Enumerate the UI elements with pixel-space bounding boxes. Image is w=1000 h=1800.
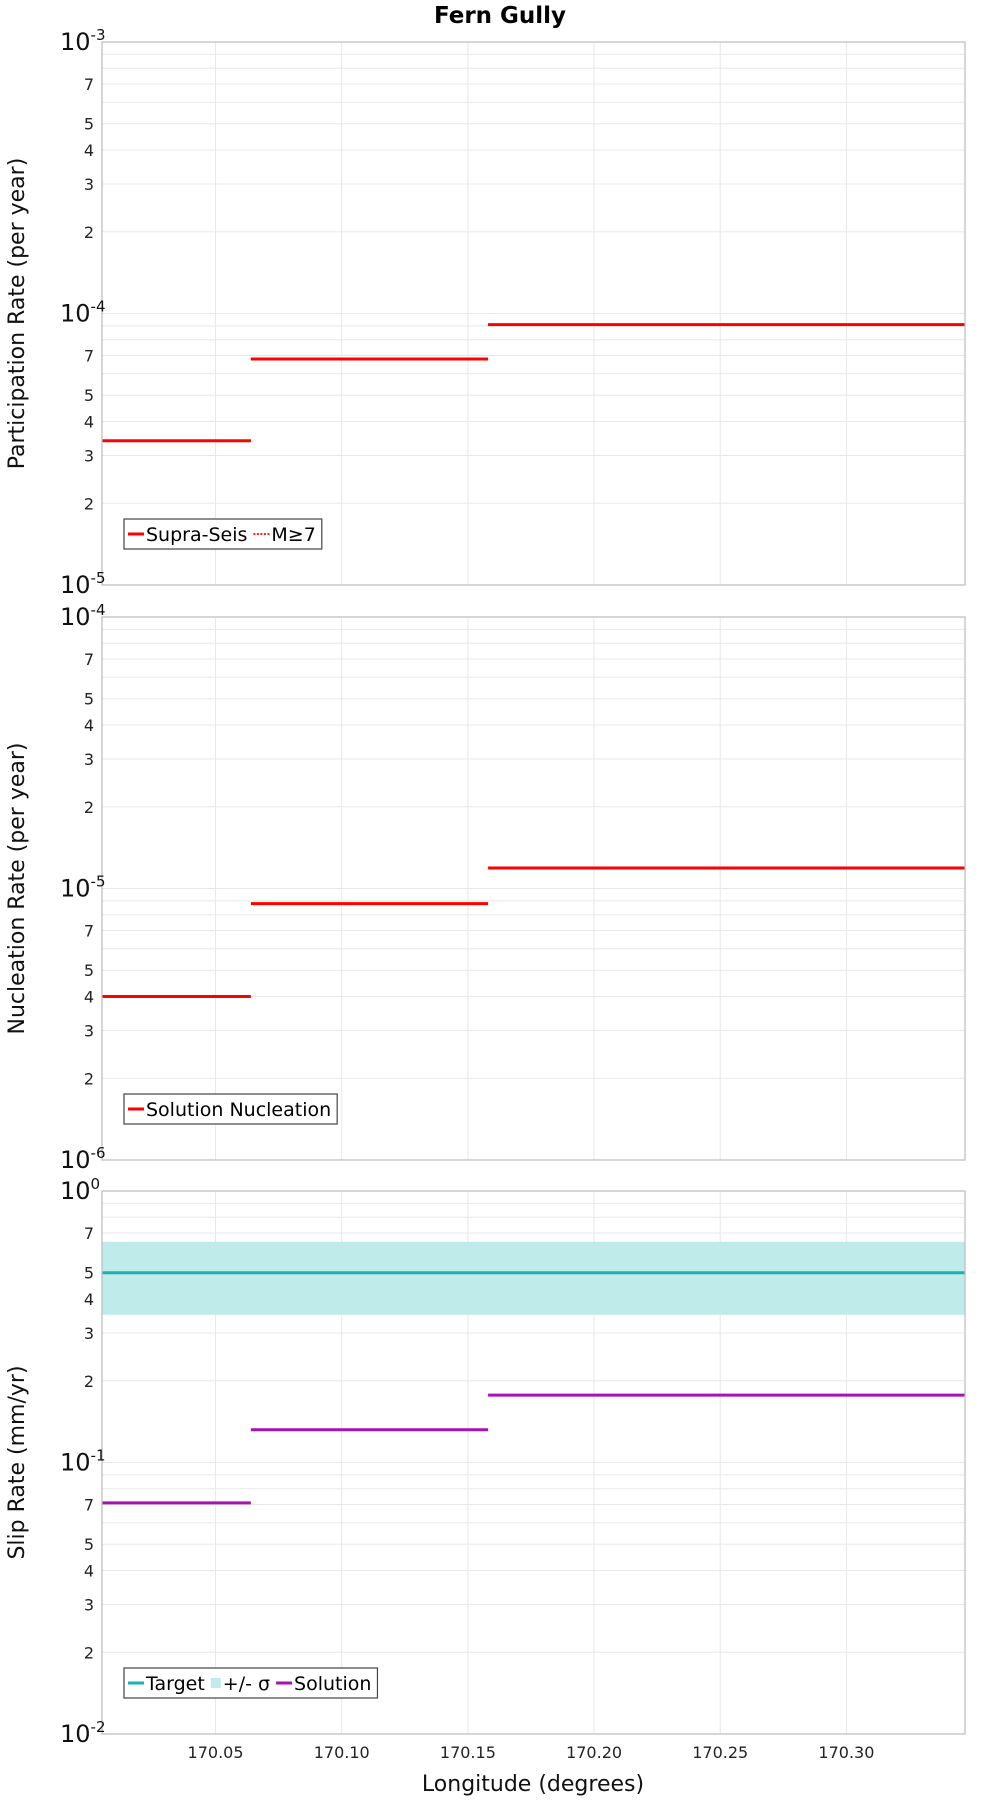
y-tick-label-minor: 5: [84, 961, 94, 980]
y-tick-label-minor: 2: [84, 494, 94, 513]
y-tick-label-minor: 2: [84, 798, 94, 817]
y-axis-label: Slip Rate (mm/yr): [5, 1365, 30, 1559]
y-tick-label-major: 10-5: [60, 873, 106, 903]
y-tick-label-minor: 4: [84, 716, 94, 735]
y-tick-label-minor: 2: [84, 1372, 94, 1391]
y-tick-label-minor: 3: [84, 750, 94, 769]
y-tick-label-minor: 7: [84, 347, 94, 366]
panel-participation: 10-5 10-4 10-3 2 3 4 5 7 2 3 4 5 7 Participation Rate…: [5, 26, 966, 599]
y-tick-label-minor: 3: [84, 1324, 94, 1343]
y-tick-label-minor: 7: [84, 922, 94, 941]
y-tick-label-minor: 4: [84, 141, 94, 160]
y-tick-label-major: 10-4: [60, 298, 106, 328]
y-tick-label-minor: 7: [84, 1496, 94, 1515]
y-tick-label-major: 100: [60, 1175, 100, 1205]
x-tick-label: 170.15: [440, 1743, 496, 1762]
legend-swatch: [210, 1678, 221, 1688]
x-axis-label: Longitude (degrees): [422, 1772, 644, 1797]
y-tick-label-minor: 2: [84, 1069, 94, 1088]
x-tick-label: 170.10: [314, 1743, 370, 1762]
legend-item: M≥7: [271, 524, 315, 546]
plot-frame: [101, 616, 966, 1161]
legend: Target +/- σ Solution: [123, 1667, 379, 1699]
legend-box: [123, 1667, 379, 1699]
legend-item: Supra-Seis: [146, 524, 247, 546]
legend-box: [123, 1093, 338, 1125]
y-tick-label-major: 10-2: [60, 1718, 106, 1748]
legend-item: +/- σ: [223, 1673, 270, 1695]
y-tick-label-minor: 3: [84, 1021, 94, 1040]
y-tick-label-minor: 7: [84, 650, 94, 669]
x-tick-label: 170.25: [692, 1743, 748, 1762]
legend: Solution Nucleation: [123, 1093, 338, 1125]
plot-frame: [101, 1190, 966, 1735]
y-tick-label-major: 10-1: [60, 1447, 106, 1477]
y-tick-label-minor: 5: [84, 1535, 94, 1554]
y-tick-label-major: 10-5: [60, 569, 106, 599]
y-tick-label-minor: 5: [84, 386, 94, 405]
y-tick-label-minor: 4: [84, 988, 94, 1007]
y-tick-label-minor: 7: [84, 1224, 94, 1243]
y-tick-label-major: 10-3: [60, 26, 106, 56]
y-tick-label-minor: 5: [84, 690, 94, 709]
y-axis-label: Participation Rate (per year): [5, 158, 30, 470]
x-tick-label: 170.20: [566, 1743, 622, 1762]
sigma-band: [102, 1241, 965, 1315]
legend-box: [123, 518, 323, 550]
legend-item: Solution: [294, 1673, 371, 1695]
legend-item: Target: [145, 1673, 205, 1695]
y-tick-label-minor: 5: [84, 1264, 94, 1283]
y-tick-label-minor: 3: [84, 446, 94, 465]
y-tick-label-minor: 3: [84, 175, 94, 194]
y-tick-label-minor: 2: [84, 223, 94, 242]
y-tick-label-minor: 4: [84, 1290, 94, 1309]
y-tick-label-major: 10-6: [60, 1144, 106, 1174]
panel-slip: 10-2 10-1 100 2 3 4 5 7 2 3 4 5 7 Slip Rate (mm/yr) 17…: [5, 1175, 966, 1762]
y-tick-label-minor: 4: [84, 1562, 94, 1581]
y-axis-label: Nucleation Rate (per year): [5, 743, 30, 1035]
y-tick-label-major: 10-4: [60, 601, 106, 631]
y-tick-label-minor: 3: [84, 1595, 94, 1614]
y-tick-label-minor: 2: [84, 1643, 94, 1662]
y-tick-label-minor: 7: [84, 75, 94, 94]
y-tick-label-minor: 4: [84, 413, 94, 432]
chart-title: Fern Gully: [434, 3, 566, 29]
legend: Supra-Seis M≥7: [123, 518, 323, 550]
x-tick-label: 170.30: [818, 1743, 874, 1762]
x-tick-label: 170.05: [188, 1743, 244, 1762]
y-tick-label-minor: 5: [84, 115, 94, 134]
legend-item: Solution Nucleation: [146, 1099, 331, 1121]
panel-nucleation: 10-6 10-5 10-4 2 3 4 5 7 2 3 4 5 7 Nucleation Rate (p…: [5, 601, 966, 1174]
plot-frame: [101, 41, 966, 586]
